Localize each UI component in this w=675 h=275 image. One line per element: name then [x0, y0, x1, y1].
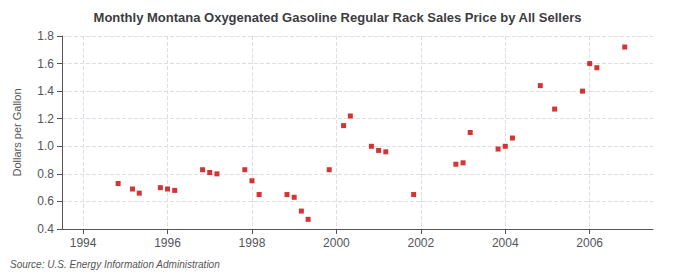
svg-text:1996: 1996 [154, 236, 181, 250]
svg-text:0.6: 0.6 [37, 194, 54, 208]
svg-text:1.8: 1.8 [37, 29, 54, 43]
svg-text:2006: 2006 [576, 236, 603, 250]
svg-text:2000: 2000 [323, 236, 350, 250]
svg-text:2002: 2002 [407, 236, 434, 250]
svg-text:Dollars per Gallon: Dollars per Gallon [11, 88, 23, 176]
svg-text:1.4: 1.4 [37, 84, 54, 98]
svg-text:1994: 1994 [70, 236, 97, 250]
svg-text:1.6: 1.6 [37, 57, 54, 71]
svg-text:0.4: 0.4 [37, 222, 54, 236]
svg-text:1.2: 1.2 [37, 112, 54, 126]
svg-text:Monthly Montana Oxygenated Gas: Monthly Montana Oxygenated Gasoline Regu… [94, 10, 582, 25]
svg-text:0.8: 0.8 [37, 167, 54, 181]
svg-text:Source: U.S. Energy Informatio: Source: U.S. Energy Information Administ… [10, 259, 220, 270]
svg-text:1998: 1998 [239, 236, 266, 250]
svg-text:1.0: 1.0 [37, 139, 54, 153]
svg-text:2004: 2004 [492, 236, 519, 250]
